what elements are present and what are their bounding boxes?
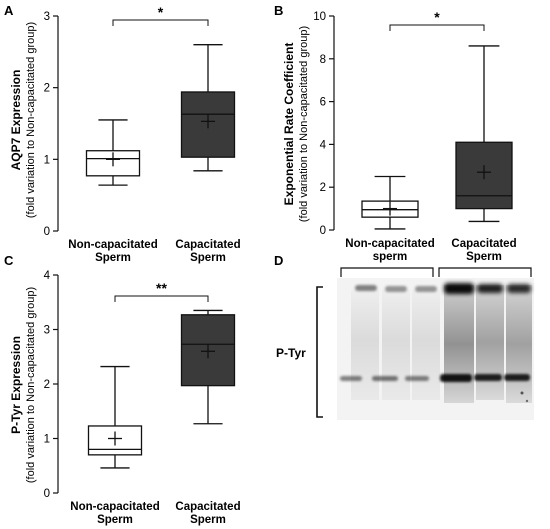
x-category-label: Non-capacitated bbox=[345, 238, 434, 250]
y-tick-label: 3 bbox=[44, 325, 50, 337]
y-tick-label: 4 bbox=[320, 139, 327, 151]
significance-bracket bbox=[112, 19, 209, 26]
significance-label: * bbox=[434, 9, 440, 25]
blot-band bbox=[340, 376, 362, 381]
x-category-label: Non-capacitated bbox=[70, 501, 159, 513]
blot-band bbox=[440, 374, 472, 382]
blot-bracket-capacitated bbox=[438, 267, 532, 277]
y-tick-label: 2 bbox=[320, 182, 326, 194]
x-category-label: Capacitated bbox=[451, 238, 516, 250]
significance-bracket bbox=[389, 24, 485, 31]
y-tick-label: 0 bbox=[44, 488, 50, 500]
y-tick-label: 8 bbox=[320, 54, 326, 66]
blot-band bbox=[405, 376, 429, 381]
blot-label: P-Tyr bbox=[276, 346, 306, 360]
chart-b-ylabel-sub: (fold variation to Non-capacitated group… bbox=[298, 26, 310, 222]
y-tick-label: 10 bbox=[313, 11, 326, 23]
y-tick-label: 4 bbox=[44, 270, 51, 282]
panel-letter-d: D bbox=[274, 253, 283, 268]
x-category-label: Sperm bbox=[97, 514, 133, 526]
blot-band bbox=[507, 284, 531, 293]
y-tick-label: 6 bbox=[320, 97, 326, 109]
chart-a-ylabel-sub: (fold variation to Non-capacitated group… bbox=[25, 22, 37, 218]
y-tick-label: 2 bbox=[44, 83, 50, 95]
blot-speck bbox=[520, 391, 524, 395]
chart-b-ylabel: Exponential Rate Coefficient bbox=[282, 43, 296, 206]
blot-bracket-non-capacitated bbox=[340, 267, 434, 277]
panel-letter-c: C bbox=[4, 253, 14, 268]
y-tick-label: 0 bbox=[44, 226, 50, 238]
blot-lane bbox=[412, 290, 440, 400]
x-category-label: Capacitated bbox=[175, 239, 240, 251]
blot-band bbox=[372, 376, 398, 381]
blot-lane bbox=[506, 285, 532, 403]
blot-lane bbox=[476, 285, 504, 400]
x-category-label: Sperm bbox=[190, 252, 226, 264]
y-tick-label: 1 bbox=[44, 434, 50, 446]
x-category-label: Non-capacitated bbox=[68, 239, 157, 251]
x-category-label: Sperm bbox=[190, 514, 226, 526]
blot-lane bbox=[351, 290, 379, 400]
chart-a: 0123Non-capacitatedSpermCapacitatedSperm… bbox=[44, 4, 241, 264]
x-category-label: Sperm bbox=[466, 251, 502, 263]
y-tick-label: 0 bbox=[320, 225, 326, 237]
significance-label: * bbox=[158, 4, 164, 20]
blot-side-bracket bbox=[316, 286, 323, 418]
y-tick-label: 1 bbox=[44, 154, 50, 166]
blot-lane bbox=[382, 290, 410, 400]
panel-letter-a: A bbox=[4, 3, 14, 18]
x-category-label: Sperm bbox=[95, 252, 131, 264]
blot-band bbox=[474, 374, 502, 381]
x-category-label: Capacitated bbox=[175, 501, 240, 513]
chart-c: 01234Non-capacitatedSpermCapacitatedSper… bbox=[44, 270, 241, 526]
blot-speck bbox=[525, 399, 529, 403]
blot-lane bbox=[444, 285, 474, 403]
blot-band bbox=[355, 285, 377, 291]
panel-letter-b: B bbox=[274, 3, 283, 18]
western-blot: P-Tyr bbox=[276, 267, 534, 420]
blot-band bbox=[504, 374, 530, 381]
blot-band bbox=[444, 283, 474, 294]
chart-c-ylabel-sub: (fold variation to Non-capacitated group… bbox=[25, 287, 37, 483]
blot-band bbox=[415, 286, 437, 292]
significance-label: ** bbox=[156, 280, 167, 296]
chart-c-ylabel: P-Tyr Expression bbox=[9, 336, 23, 434]
y-tick-label: 3 bbox=[44, 11, 50, 23]
blot-band bbox=[385, 286, 407, 292]
chart-a-ylabel: AQP7 Expression bbox=[9, 70, 23, 171]
significance-bracket bbox=[114, 295, 209, 302]
blot-band bbox=[477, 284, 503, 293]
y-tick-label: 2 bbox=[44, 379, 50, 391]
x-category-label: sperm bbox=[373, 251, 408, 263]
